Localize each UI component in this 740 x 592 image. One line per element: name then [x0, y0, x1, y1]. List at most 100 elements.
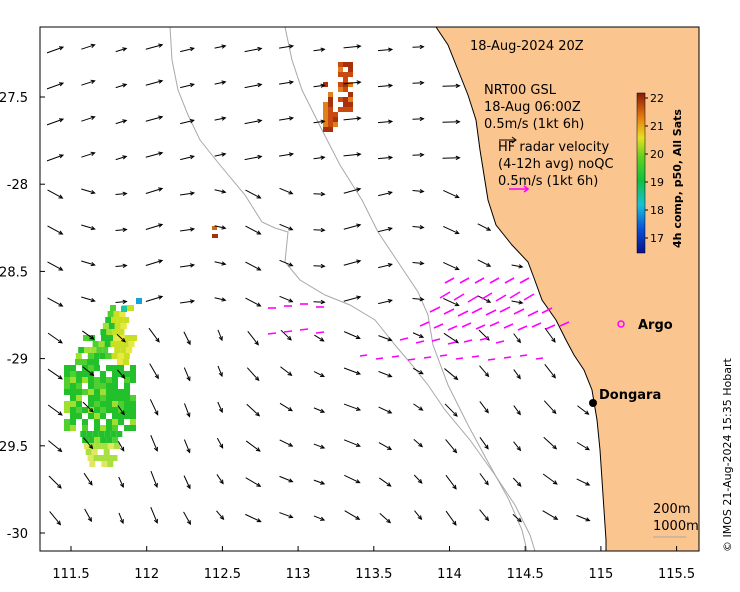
current-arrowhead: [454, 194, 460, 199]
current-arrow: [115, 265, 127, 267]
current-arrow: [214, 225, 226, 229]
current-arrow: [115, 229, 127, 231]
sst-pixel: [93, 359, 99, 365]
sst-pixel: [333, 112, 338, 117]
sst-pixel: [118, 365, 124, 371]
sst-pixel: [131, 335, 137, 341]
hf-legend-line-3: 0.5m/s (1kt 6h): [498, 174, 598, 189]
hf-radar-arrow: [391, 355, 400, 358]
sst-pixel: [101, 335, 107, 341]
y-tick-label: -29: [7, 353, 28, 368]
current-arrow: [443, 298, 459, 306]
sst-pixel: [348, 107, 353, 112]
current-arrow: [246, 403, 260, 417]
sst-pixel: [323, 122, 328, 127]
current-arrowhead: [288, 514, 294, 519]
current-arrow: [46, 154, 64, 162]
current-arrowhead: [58, 46, 65, 51]
current-arrowhead: [419, 80, 425, 86]
current-arrow: [180, 300, 194, 304]
hf-radar-arrow: [489, 277, 500, 284]
hf-radar-arrow: [283, 330, 293, 333]
sst-pixel: [80, 431, 87, 437]
sst-pixel: [102, 347, 109, 353]
colorbar-title: 4h comp, p50, All Sats: [671, 109, 684, 248]
sst-pixel: [130, 395, 136, 401]
hf-radar-arrow: [527, 310, 539, 317]
argo-float-marker: [617, 320, 625, 328]
sst-pixel: [103, 449, 110, 455]
current-arrowhead: [552, 480, 558, 485]
current-arrowhead: [154, 410, 159, 416]
current-arrowhead: [57, 339, 63, 344]
current-arrow: [216, 437, 224, 449]
sst-pixel: [96, 347, 103, 353]
sst-pixel: [76, 395, 82, 401]
colorbar-tick-label: 20: [650, 148, 664, 161]
current-arrow: [116, 369, 126, 379]
current-arrowhead: [387, 191, 393, 196]
current-arrow: [544, 327, 556, 343]
sst-pixel: [112, 425, 118, 431]
sst-pixel: [76, 407, 82, 413]
current-arrowhead: [388, 119, 394, 124]
sst-pixel: [88, 413, 94, 419]
sst-pixel: [94, 407, 100, 413]
hf-radar-arrow: [375, 357, 384, 360]
current-arrowhead: [218, 408, 223, 414]
current-arrowhead: [287, 335, 292, 341]
current-arrow: [513, 369, 521, 379]
x-tick-label: 111.5: [52, 567, 89, 582]
current-arrowhead: [419, 44, 425, 50]
current-arrow: [443, 190, 459, 198]
depth-1000m-label: 1000m: [653, 519, 699, 534]
current-arrowhead: [355, 479, 361, 484]
current-arrowhead: [320, 83, 326, 88]
hf-radar-arrow: [447, 325, 458, 331]
current-arrowhead: [221, 80, 227, 85]
current-arrow: [379, 477, 391, 487]
current-arrow: [48, 475, 62, 489]
current-arrow: [377, 48, 393, 52]
current-arrow: [313, 371, 325, 377]
hf-radar-arrow: [439, 291, 451, 299]
current-arrow: [245, 225, 261, 235]
sea-surface-temperature-patches: [64, 62, 353, 467]
current-arrow: [180, 119, 194, 125]
current-arrow: [47, 368, 63, 380]
current-arrowhead: [356, 259, 362, 264]
current-arrowhead: [288, 262, 294, 267]
current-arrow: [412, 82, 424, 84]
sst-pixel: [88, 377, 94, 383]
current-arrow: [145, 188, 163, 194]
current-arrow: [412, 298, 424, 300]
sst-pixel: [64, 377, 70, 383]
hf-scale-arrowhead: [523, 185, 530, 193]
sst-pixel: [64, 425, 70, 431]
sst-pixel: [112, 377, 118, 383]
sst-pixel: [124, 413, 130, 419]
current-arrow: [543, 400, 557, 414]
sst-pixel: [112, 413, 118, 419]
sst-pixel: [91, 449, 98, 455]
sst-pixel: [70, 419, 76, 425]
sst-pixel: [99, 455, 106, 461]
sst-pixel: [113, 335, 119, 341]
current-arrow: [81, 224, 95, 230]
sst-pixel: [343, 62, 348, 67]
sst-pixel: [108, 323, 115, 329]
current-arrow: [412, 262, 424, 264]
current-arrowhead: [158, 115, 164, 120]
sst-pixel: [100, 425, 106, 431]
current-arrowhead: [90, 115, 96, 120]
current-arrowhead: [355, 335, 361, 340]
current-arrow: [378, 299, 392, 305]
current-arrowhead: [89, 371, 95, 377]
current-arrowhead: [288, 190, 294, 195]
current-arrowhead: [386, 482, 392, 487]
sst-pixel: [333, 122, 338, 127]
sst-pixel: [119, 335, 125, 341]
sst-pixel: [130, 407, 136, 413]
current-arrowhead: [221, 152, 227, 157]
x-tick-label: 113: [286, 567, 311, 582]
